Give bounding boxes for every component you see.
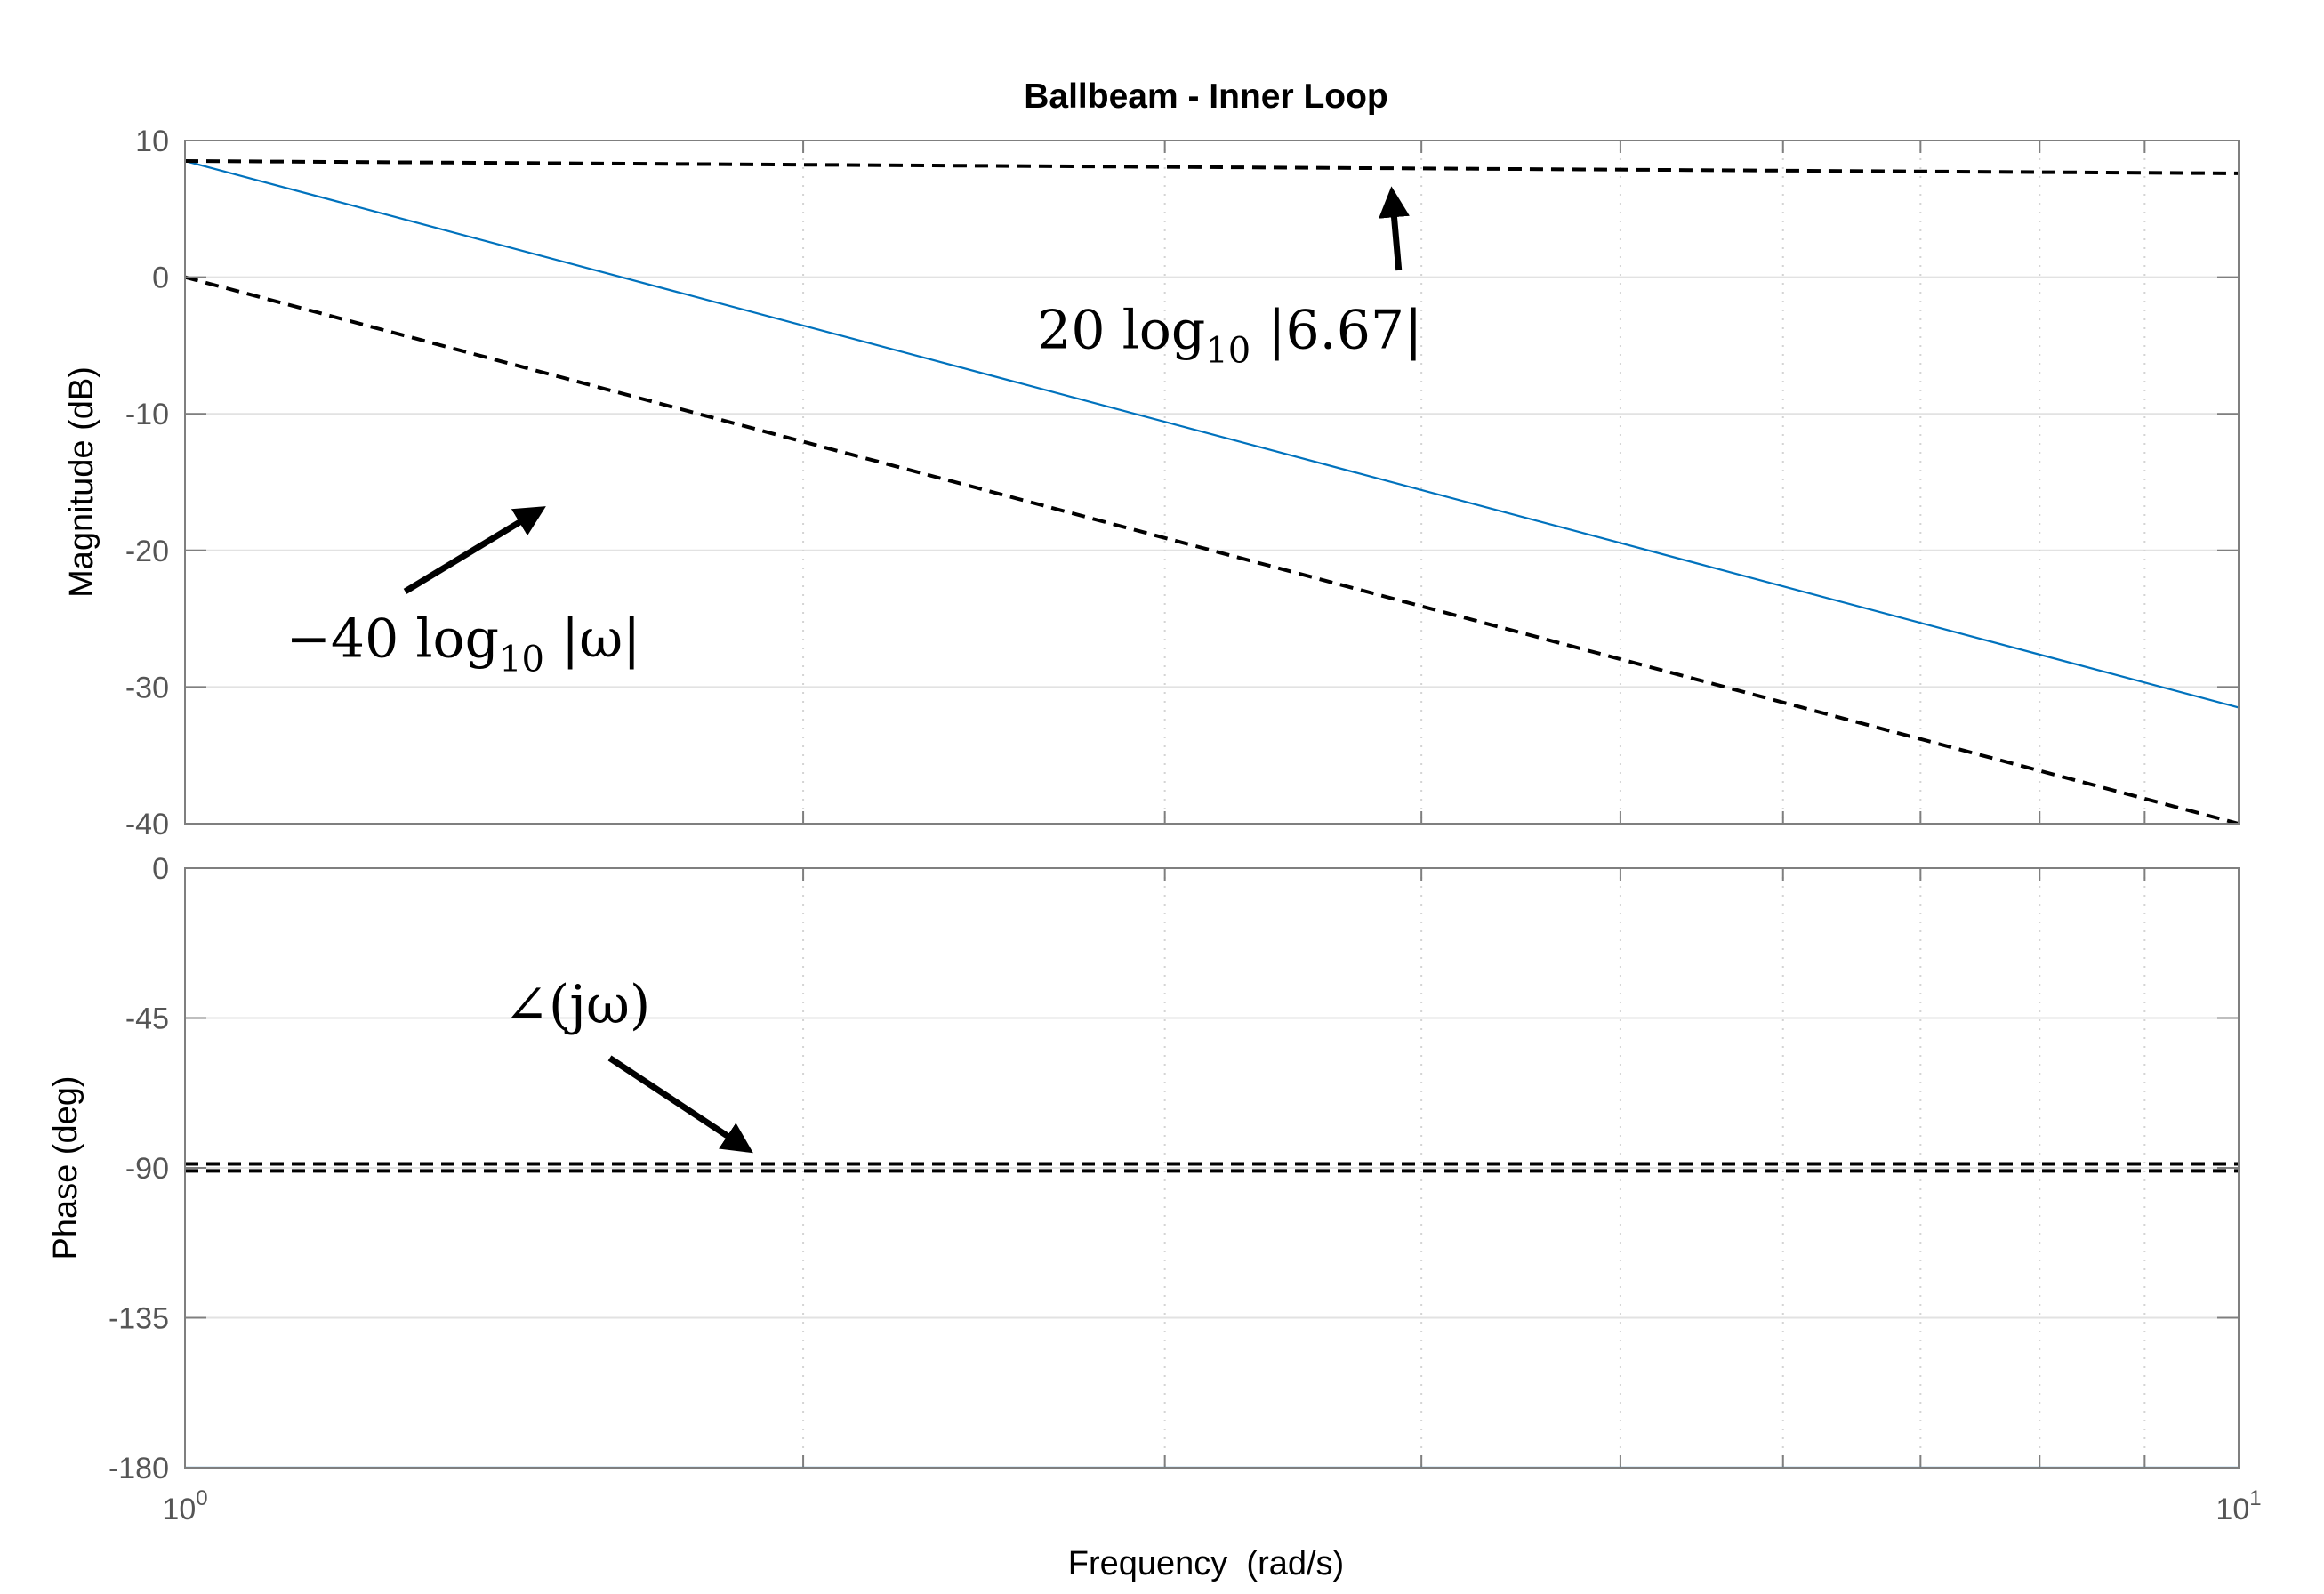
x-tick-label-1: 101 — [2215, 1486, 2261, 1526]
magnitude-ylabel: Magnitude (dB) — [63, 366, 101, 598]
phase-axes-box — [184, 867, 2240, 1469]
annotation-tail: |ω| — [544, 608, 640, 671]
magnitude-ytick-label-1: 0 — [152, 262, 169, 295]
magnitude-series-1-asymptote — [184, 159, 2240, 175]
magnitude-axes-box — [184, 140, 2240, 825]
magnitude-annotation-arrow-1 — [403, 506, 546, 594]
annotation-text: 20 log — [1037, 299, 1205, 361]
phase-ytick-label-3: -135 — [109, 1302, 169, 1336]
x-tick-label-0: 100 — [162, 1486, 207, 1526]
annotation-text: ∠(jω) — [504, 974, 651, 1036]
magnitude-annotation-1: −40 log10 |ω| — [286, 608, 641, 680]
magnitude-ytick-label-3: -20 — [125, 535, 169, 568]
x-tick-base: 10 — [162, 1493, 196, 1526]
magnitude-ytick-label-2: -10 — [125, 398, 169, 431]
magnitude-ytick-label-4: -30 — [125, 671, 169, 704]
phase-ylabel: Phase (deg) — [47, 1075, 84, 1260]
x-tick-base: 10 — [2215, 1493, 2249, 1526]
chart-title: Ballbeam - Inner Loop — [1024, 77, 1388, 116]
annotation-text: −40 log — [286, 608, 499, 671]
phase-ytick-label-1: -45 — [125, 1002, 169, 1036]
magnitude-annotation-0: 20 log10 |6.67| — [1037, 299, 1422, 371]
magnitude-series-2-asymptote — [184, 275, 2240, 825]
x-axis-label: Frequency (rad/s) — [1068, 1545, 1344, 1582]
magnitude-ytick-label-0: 10 — [135, 125, 169, 158]
phase-ytick-label-0: 0 — [152, 852, 169, 886]
magnitude-series-0-response — [184, 159, 2240, 709]
phase-annotation-0: ∠(jω) — [504, 974, 651, 1036]
annotation-subscript: 10 — [499, 640, 544, 680]
phase-ytick-label-2: -90 — [125, 1152, 169, 1186]
magnitude-annotation-arrow-0 — [1379, 186, 1410, 271]
annotation-subscript: 10 — [1205, 330, 1250, 371]
x-tick-exponent: 1 — [2249, 1486, 2261, 1510]
phase-ytick-label-4: -180 — [109, 1452, 169, 1485]
magnitude-background — [185, 141, 2239, 824]
magnitude-ytick-label-5: -40 — [125, 808, 169, 841]
phase-annotation-arrow-0 — [607, 1055, 753, 1154]
annotation-tail: |6.67| — [1250, 299, 1422, 361]
x-tick-exponent: 0 — [196, 1486, 207, 1510]
phase-panel: 0 -45 -90 -135 -180 Phase (deg) ∠(jω) — [47, 852, 2240, 1485]
